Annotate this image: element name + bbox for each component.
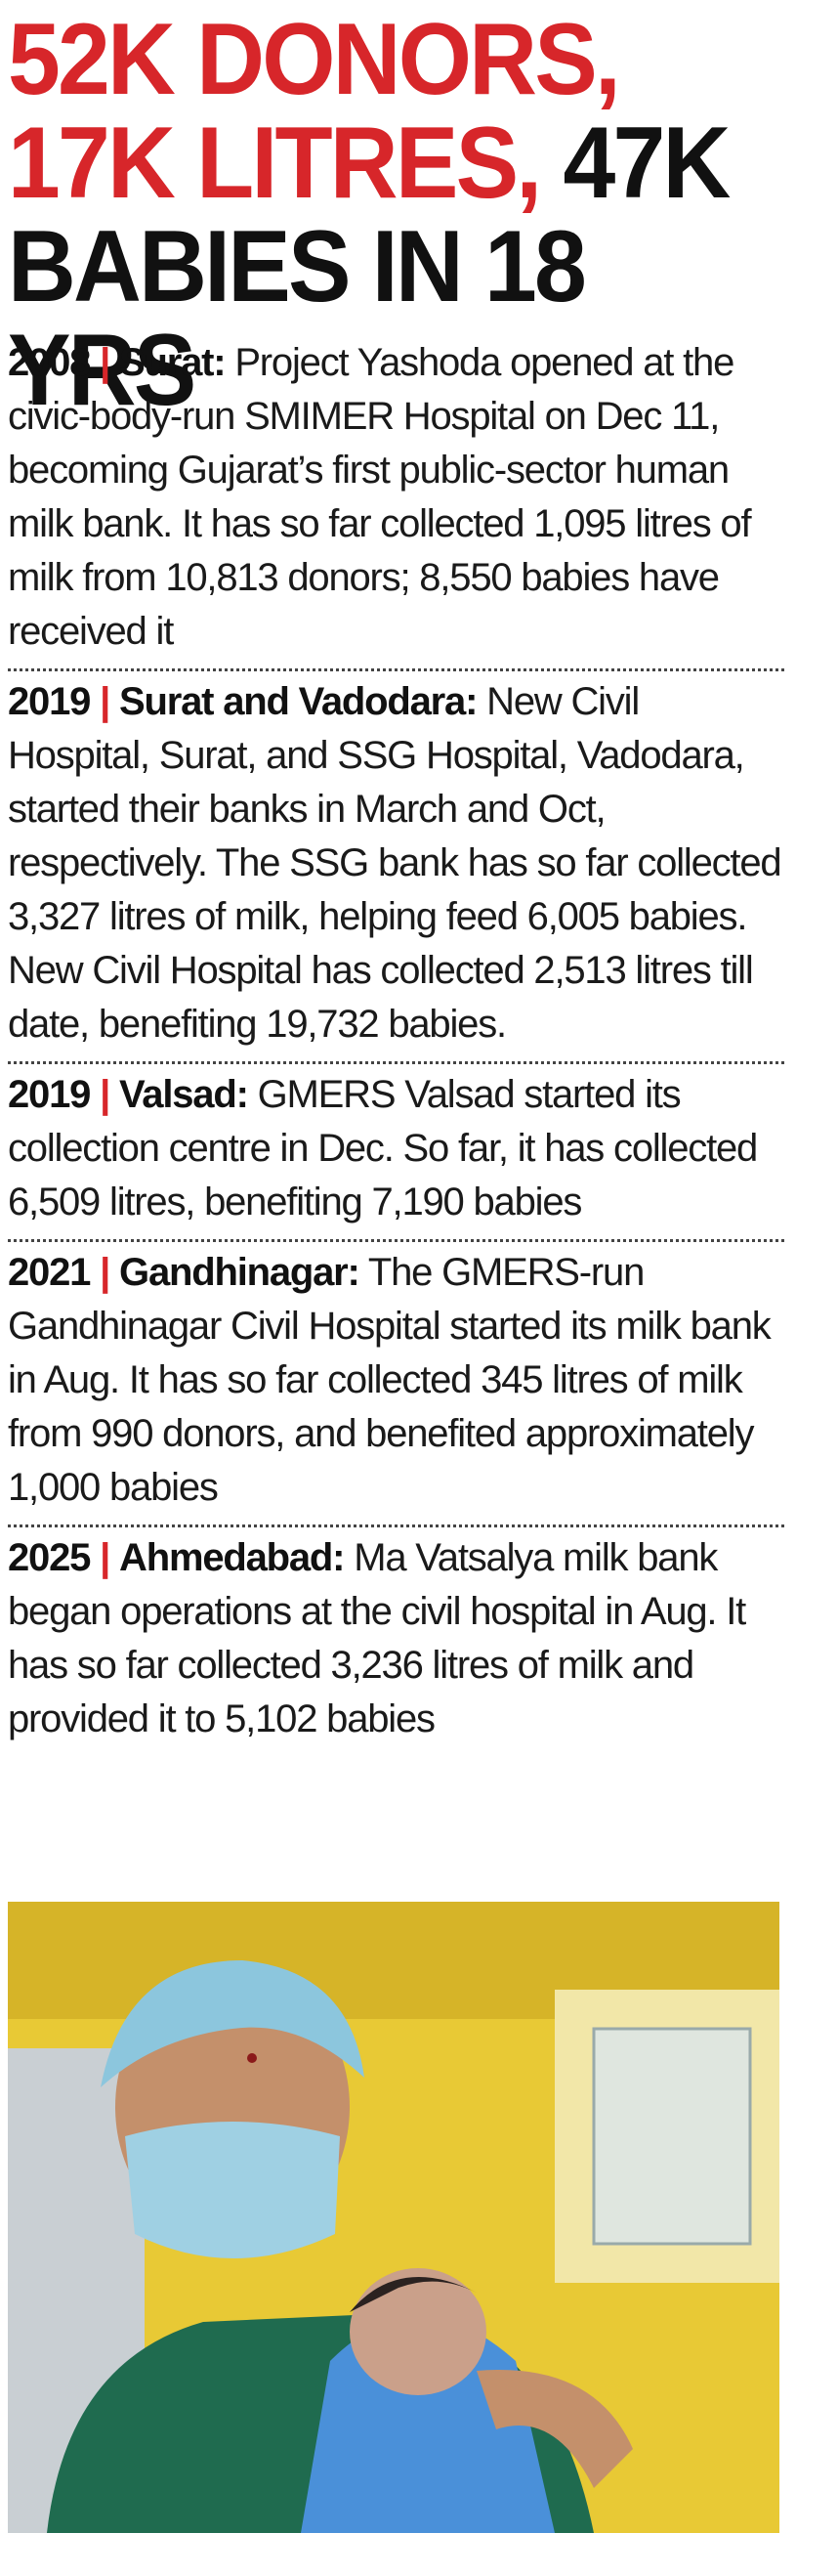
entry-year: 2025	[8, 1536, 91, 1579]
entry-year: 2019	[8, 680, 91, 723]
headline-line: 17K LITRES,	[8, 107, 542, 220]
entry-text: The GMERS-run Gandhinagar Civil Hospital…	[8, 1251, 772, 1509]
entry-place: Valsad:	[119, 1073, 249, 1116]
separator: |	[100, 1073, 110, 1116]
entry-year: 2021	[8, 1251, 91, 1294]
headline: 52K DONORS, 17K LITRES, 47K BABIES IN 18…	[8, 8, 771, 422]
separator: |	[100, 1251, 110, 1294]
entry: 2025 | Ahmedabad: Ma Vatsalya milk bank …	[8, 1527, 784, 1756]
separator: |	[100, 341, 110, 384]
entry: 2019 | Surat and Vadodara: New Civil Hos…	[8, 671, 784, 1064]
entry: 2021 | Gandhinagar: The GMERS-run Gandhi…	[8, 1242, 784, 1527]
entry: 2008 | Surat: Project Yashoda opened at …	[8, 332, 784, 671]
entry-place: Gandhinagar:	[119, 1251, 360, 1294]
entry: 2019 | Valsad: GMERS Valsad started its …	[8, 1064, 784, 1242]
entry-year: 2008	[8, 341, 91, 384]
entry-year: 2019	[8, 1073, 91, 1116]
separator: |	[100, 680, 110, 723]
entry-text: GMERS Valsad started its collection cent…	[8, 1073, 758, 1224]
entry-place: Surat:	[119, 341, 227, 384]
separator: |	[100, 1536, 110, 1579]
headline-line: BABIES IN 18 YRS	[8, 210, 587, 427]
entry-text: New Civil Hospital, Surat, and SSG Hospi…	[8, 680, 782, 1046]
entry-text: Ma Vatsalya milk bank began operations a…	[8, 1536, 746, 1740]
entry-place: Ahmedabad:	[119, 1536, 345, 1579]
headline-line: 52K DONORS,	[8, 3, 621, 116]
entries: 2008 | Surat: Project Yashoda opened at …	[8, 332, 784, 1756]
entry-text: Project Yashoda opened at the civic-body…	[8, 341, 752, 653]
photo	[8, 1902, 779, 2533]
headline-line: 47K	[563, 107, 731, 220]
entry-place: Surat and Vadodara:	[119, 680, 478, 723]
